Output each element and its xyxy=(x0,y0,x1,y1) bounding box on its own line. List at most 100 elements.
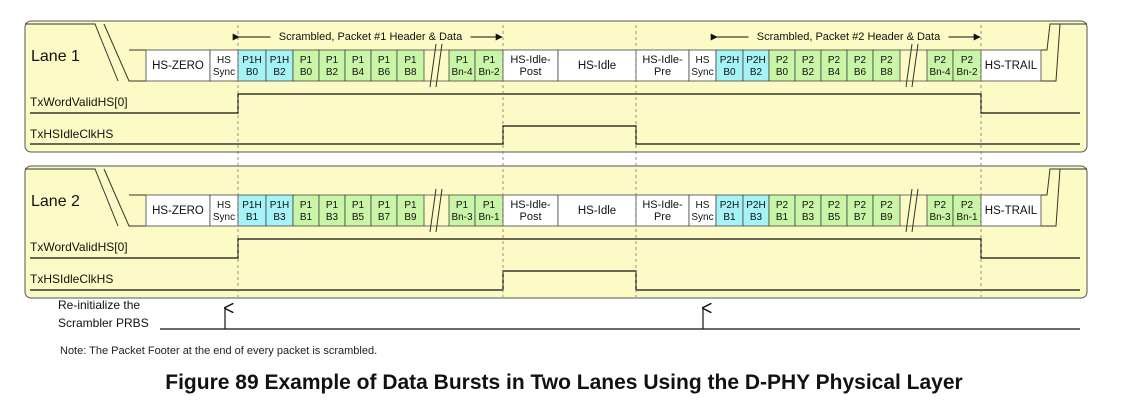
cell-label: P2 xyxy=(828,55,841,66)
cell-data xyxy=(768,49,796,82)
break-mark xyxy=(429,43,437,88)
cell-label: Sync xyxy=(213,212,235,223)
waveform-idle-clk xyxy=(30,270,1080,291)
cell-label: P1 xyxy=(404,200,417,211)
cell-label: B7 xyxy=(854,212,867,223)
footnote: Note: The Packet Footer at the end of ev… xyxy=(60,345,378,357)
cell-label: B1 xyxy=(300,212,313,223)
cell-label: P2H xyxy=(720,200,739,211)
cell-label: Bn-1 xyxy=(956,212,978,223)
cell-label: P2 xyxy=(880,55,893,66)
cell-plain xyxy=(209,49,239,82)
cell-data xyxy=(846,49,874,82)
cell-data xyxy=(952,49,982,82)
scrambled-bracket-packet1: Scrambled, Packet #1 Header & Data xyxy=(232,31,503,43)
cell-label: Bn-2 xyxy=(478,67,500,78)
cell-label: HS-TRAIL xyxy=(985,60,1038,72)
cell-label: P1 xyxy=(300,55,313,66)
cell-label: P1 xyxy=(456,200,469,211)
break-mark xyxy=(435,188,443,233)
cell-header xyxy=(237,49,267,82)
cell-label: HS-Idle- xyxy=(642,54,683,66)
cell-label: HS-Idle xyxy=(578,205,616,217)
signal-label-idle-clk: TxHSIdleClkHS xyxy=(30,127,113,141)
cell-plain xyxy=(145,194,211,227)
cell-label: B2 xyxy=(326,67,339,78)
cell-label: B9 xyxy=(880,212,893,223)
cell-label: Sync xyxy=(691,212,713,223)
cell-label: HS-Idle- xyxy=(642,199,683,211)
cell-plain xyxy=(502,194,559,227)
cell-label: B0 xyxy=(246,67,259,78)
cell-label: P1H xyxy=(242,200,261,211)
cell-label: HS-Idle- xyxy=(510,54,551,66)
bracket-label: Scrambled, Packet #1 Header & Data xyxy=(279,31,463,43)
cell-plain xyxy=(502,49,559,82)
cell-data xyxy=(448,194,476,227)
cell-data xyxy=(396,49,425,82)
cell-label: P1H xyxy=(270,200,289,211)
cell-label: B2 xyxy=(273,67,286,78)
cell-label: B0 xyxy=(776,67,789,78)
cell-label: B3 xyxy=(750,212,763,223)
cell-label: P2H xyxy=(746,55,765,66)
cell-label: P1 xyxy=(326,55,339,66)
lane-label: Lane 1 xyxy=(31,48,80,65)
cell-label: Bn-4 xyxy=(451,67,473,78)
lp-exit-line xyxy=(1041,168,1061,227)
cell-data xyxy=(926,49,954,82)
cell-data xyxy=(448,49,476,82)
cell-header xyxy=(237,194,267,227)
cell-label: P2 xyxy=(802,55,815,66)
cell-label: P1 xyxy=(378,200,391,211)
lp-entry-line xyxy=(103,23,146,82)
cell-label: Bn-4 xyxy=(929,67,951,78)
break-mark xyxy=(429,188,437,233)
cell-label: Sync xyxy=(213,67,235,78)
cell-label: B1 xyxy=(723,212,736,223)
cell-label: P1 xyxy=(352,200,365,211)
cell-data xyxy=(820,194,848,227)
cell-label: Bn-3 xyxy=(451,212,473,223)
cell-label: Bn-3 xyxy=(929,212,951,223)
cell-label: P2 xyxy=(854,200,867,211)
cell-label: B7 xyxy=(378,212,391,223)
cell-data xyxy=(794,194,822,227)
signal-label-word-valid: TxWordValidHS[0] xyxy=(30,240,128,254)
cell-label: P1 xyxy=(404,55,417,66)
cell-data xyxy=(846,194,874,227)
cell-label: P1H xyxy=(242,55,261,66)
cell-label: B1 xyxy=(246,212,259,223)
cell-label: P2 xyxy=(776,200,789,211)
lane-panel-2: Lane 2HS-ZERO HSSyncP1HB1P1HB3P1B1P1B3P1B… xyxy=(24,165,1088,299)
cell-label: HS-ZERO xyxy=(152,205,204,217)
cell-label: B3 xyxy=(802,212,815,223)
break-mark xyxy=(911,43,919,88)
figure-caption: Figure 89 Example of Data Bursts in Two … xyxy=(165,371,963,394)
cell-label: Pre xyxy=(654,211,671,223)
cell-label: B6 xyxy=(378,67,391,78)
cell-label: P1 xyxy=(326,200,339,211)
lane-panel-1: Lane 1HS-ZERO HSSyncP1HB0P1HB2P1B0P1B2P1B… xyxy=(24,20,1088,153)
cell-data xyxy=(820,49,848,82)
lane-label: Lane 2 xyxy=(31,193,80,210)
break-mark xyxy=(911,188,919,233)
cell-data xyxy=(474,194,504,227)
cell-label: P2 xyxy=(776,55,789,66)
cell-label: B8 xyxy=(404,67,417,78)
signal-label-idle-clk: TxHSIdleClkHS xyxy=(30,272,113,286)
scrambled-bracket-packet2: Scrambled, Packet #2 Header & Data xyxy=(710,31,981,43)
reinit-label: Re-initialize the xyxy=(58,298,140,312)
cell-label: B9 xyxy=(404,212,417,223)
panel-background xyxy=(24,165,1088,299)
lp-entry-line xyxy=(25,23,119,82)
cell-label: Post xyxy=(519,66,541,78)
lp-entry-line xyxy=(103,168,146,227)
cell-label: P1 xyxy=(352,55,365,66)
cell-data xyxy=(872,49,901,82)
cell-label: P2 xyxy=(961,200,974,211)
cell-label: Bn-1 xyxy=(478,212,500,223)
cell-label: B6 xyxy=(854,67,867,78)
cell-data xyxy=(768,194,796,227)
lp-entry-line xyxy=(25,168,119,227)
